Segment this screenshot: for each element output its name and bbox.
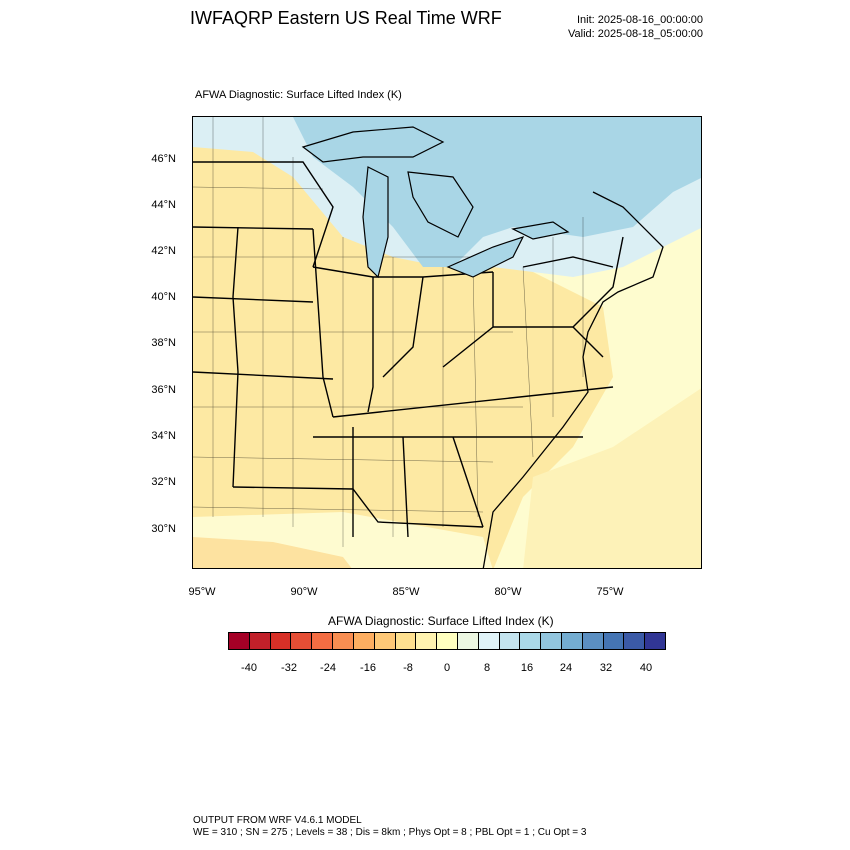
lake-huron bbox=[407, 171, 474, 238]
colorbar-swatch bbox=[624, 633, 646, 649]
colorbar-tick: -24 bbox=[320, 662, 336, 674]
colorbar-tick: 8 bbox=[483, 662, 491, 674]
lat-label-46: 46°N bbox=[151, 153, 176, 165]
lake-michigan bbox=[362, 166, 389, 279]
colorbar-swatch bbox=[457, 633, 479, 649]
southeast-warm-ocean bbox=[523, 388, 701, 568]
colorbar-tick: 40 bbox=[639, 662, 653, 674]
lon-label-95: 95°W bbox=[188, 586, 216, 598]
lon-label-75: 75°W bbox=[596, 586, 624, 598]
lon-label-85: 85°W bbox=[392, 586, 420, 598]
footer-line-2: WE = 310 ; SN = 275 ; Levels = 38 ; Dis … bbox=[193, 827, 587, 838]
colorbar-swatch bbox=[312, 633, 334, 649]
colorbar-tick: 24 bbox=[559, 662, 573, 674]
map-plot-area bbox=[192, 116, 702, 569]
colorbar-tick: -8 bbox=[403, 662, 413, 674]
lon-label-80: 80°W bbox=[494, 586, 522, 598]
model-footer: OUTPUT FROM WRF V4.6.1 MODEL WE = 310 ; … bbox=[193, 815, 586, 839]
gulf-warm bbox=[193, 537, 352, 568]
colorbar-swatch bbox=[395, 633, 417, 649]
lon-label-90: 90°W bbox=[290, 586, 318, 598]
lat-label-34: 34°N bbox=[151, 430, 176, 442]
lake-erie bbox=[446, 235, 525, 278]
colorbar-tick: -32 bbox=[281, 662, 297, 674]
lat-label-44: 44°N bbox=[151, 199, 176, 211]
colorbar-tick: 0 bbox=[443, 662, 451, 674]
run-time-info: Init: 2025-08-16_00:00:00 Valid: 2025-08… bbox=[540, 13, 703, 41]
lat-label-30: 30°N bbox=[151, 523, 176, 535]
footer-line-1: OUTPUT FROM WRF V4.6.1 MODEL bbox=[193, 815, 362, 826]
colorbar-swatch bbox=[541, 633, 562, 649]
lat-label-42: 42°N bbox=[151, 245, 176, 257]
colorbar-tick: -16 bbox=[360, 662, 376, 674]
colorbar-swatch bbox=[562, 633, 583, 649]
colorbar-tick: -40 bbox=[241, 662, 257, 674]
atlantic-coastline bbox=[482, 191, 664, 568]
init-time: Init: 2025-08-16_00:00:00 bbox=[577, 14, 703, 26]
valid-time: Valid: 2025-08-18_05:00:00 bbox=[568, 28, 703, 40]
colorbar-swatch bbox=[520, 633, 542, 649]
colorbar-swatch bbox=[353, 633, 375, 649]
colorbar-tick: 32 bbox=[599, 662, 613, 674]
colorbar-swatch bbox=[437, 633, 458, 649]
colorbar-tick: 16 bbox=[520, 662, 534, 674]
lake-superior bbox=[301, 126, 445, 163]
great-lakes bbox=[301, 126, 570, 279]
county-lines bbox=[193, 117, 584, 547]
colorbar-swatch bbox=[249, 633, 271, 649]
lat-label-40: 40°N bbox=[151, 291, 176, 303]
lake-ontario bbox=[511, 221, 570, 240]
lat-label-38: 38°N bbox=[151, 337, 176, 349]
lifted-index-map bbox=[193, 117, 701, 568]
colorbar-title: AFWA Diagnostic: Surface Lifted Index (K… bbox=[328, 614, 554, 628]
colorbar bbox=[228, 632, 666, 650]
colorbar-swatch bbox=[478, 633, 500, 649]
panel-label: AFWA Diagnostic: Surface Lifted Index (K… bbox=[195, 89, 402, 101]
colorbar-swatch bbox=[499, 633, 521, 649]
colorbar-swatch bbox=[582, 633, 604, 649]
colorbar-swatch bbox=[374, 633, 396, 649]
colorbar-swatch bbox=[645, 633, 666, 649]
colorbar-swatch bbox=[333, 633, 354, 649]
lat-label-32: 32°N bbox=[151, 476, 176, 488]
colorbar-swatch bbox=[603, 633, 625, 649]
map-title: IWFAQRP Eastern US Real Time WRF bbox=[190, 8, 502, 28]
lat-label-36: 36°N bbox=[151, 384, 176, 396]
colorbar-swatch bbox=[270, 633, 292, 649]
colorbar-swatch bbox=[416, 633, 438, 649]
colorbar-swatch bbox=[291, 633, 313, 649]
colorbar-swatch bbox=[229, 633, 250, 649]
